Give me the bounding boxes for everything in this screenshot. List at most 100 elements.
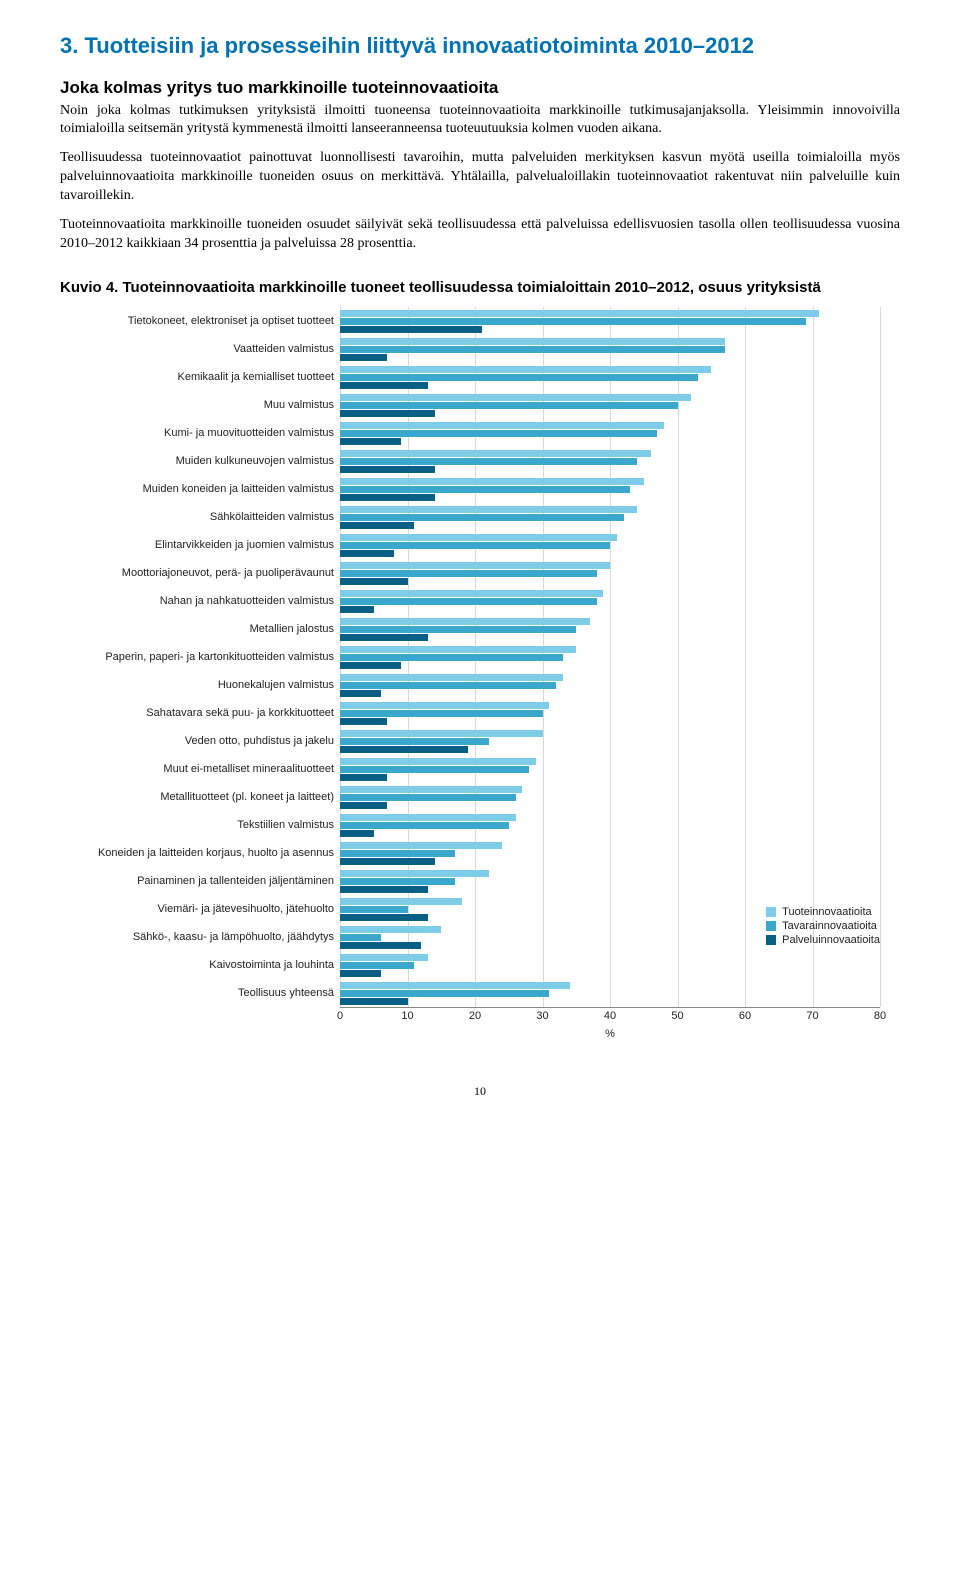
bar-group [340,503,880,531]
bar-group [340,643,880,671]
bar [340,466,435,473]
y-axis-label: Huonekalujen valmistus [60,671,340,699]
legend-item: Tuoteinnovaatioita [766,906,880,918]
bar-group [340,979,880,1007]
bar-group [340,755,880,783]
bar [340,534,617,541]
y-axis-label: Teollisuus yhteensä [60,979,340,1007]
section-title: 3. Tuotteisiin ja prosesseihin liittyvä … [60,32,900,60]
y-axis-label: Moottoriajoneuvot, perä- ja puoliperävau… [60,559,340,587]
y-axis-label: Veden otto, puhdistus ja jakelu [60,727,340,755]
bar [340,830,374,837]
bar [340,850,455,857]
bar [340,578,408,585]
bar [340,990,549,997]
bar [340,542,610,549]
y-axis-label: Nahan ja nahkatuotteiden valmistus [60,587,340,615]
bar [340,654,563,661]
bar [340,710,543,717]
bar [340,374,698,381]
bar [340,522,414,529]
bar-group [340,391,880,419]
bar-group [340,363,880,391]
paragraph-1: Noin joka kolmas tutkimuksen yrityksistä… [60,102,900,140]
bar [340,906,408,913]
bar-group [340,951,880,979]
y-axis-label: Viemäri- ja jätevesihuolto, jätehuolto [60,895,340,923]
bar-chart: Tietokoneet, elektroniset ja optiset tuo… [60,307,900,1048]
bar-group [340,699,880,727]
bar [340,766,529,773]
bar [340,450,651,457]
bar [340,690,381,697]
bar-group [340,587,880,615]
x-axis-tick: 0 [337,1010,343,1022]
x-axis-tick: 40 [604,1010,616,1022]
bar-group [340,671,880,699]
paragraph-3: Tuoteinnovaatioita markkinoille tuoneide… [60,216,900,254]
bar-group [340,867,880,895]
page-number: 10 [60,1084,900,1099]
y-axis-label: Vaatteiden valmistus [60,335,340,363]
legend-label: Tavarainnovaatioita [782,920,877,932]
bar [340,954,428,961]
bar [340,758,536,765]
bar [340,338,725,345]
legend-item: Tavarainnovaatioita [766,920,880,932]
x-axis-tick: 60 [739,1010,751,1022]
bar [340,550,394,557]
bar-group [340,615,880,643]
bar [340,702,549,709]
bar [340,514,624,521]
bar [340,682,556,689]
bar [340,746,468,753]
bar [340,786,522,793]
y-axis-label: Kemikaalit ja kemialliset tuotteet [60,363,340,391]
bar [340,430,657,437]
bar [340,934,381,941]
y-axis-label: Sähkö-, kaasu- ja lämpöhuolto, jäähdytys [60,923,340,951]
legend-label: Palveluinnovaatioita [782,934,880,946]
y-axis-label: Muiden kulkuneuvojen valmistus [60,447,340,475]
bar [340,366,711,373]
y-axis-label: Tietokoneet, elektroniset ja optiset tuo… [60,307,340,335]
bar [340,486,630,493]
y-axis-label: Kaivostoiminta ja louhinta [60,951,340,979]
bar-group [340,839,880,867]
bar-group [340,419,880,447]
y-axis-label: Kumi- ja muovituotteiden valmistus [60,419,340,447]
x-axis-tick: 70 [806,1010,818,1022]
y-axis-label: Metallituotteet (pl. koneet ja laitteet) [60,783,340,811]
bar [340,674,563,681]
bar [340,718,387,725]
bar [340,634,428,641]
bar [340,562,610,569]
x-axis-tick: 30 [536,1010,548,1022]
bar-group [340,727,880,755]
bar [340,570,597,577]
bar [340,998,408,1005]
bar [340,598,597,605]
bar [340,774,387,781]
bar [340,942,421,949]
legend-item: Palveluinnovaatioita [766,934,880,946]
bar [340,982,570,989]
y-axis-label: Elintarvikkeiden ja juomien valmistus [60,531,340,559]
bar-group [340,559,880,587]
bar [340,606,374,613]
figure-title: Kuvio 4. Tuoteinnovaatioita markkinoille… [60,278,900,298]
bar [340,730,543,737]
y-axis-label: Koneiden ja laitteiden korjaus, huolto j… [60,839,340,867]
bar-group [340,531,880,559]
bar [340,346,725,353]
legend: Tuoteinnovaatioita Tavarainnovaatioita Pal… [766,904,880,948]
bar [340,626,576,633]
paragraph-2: Teollisuudessa tuoteinnovaatiot painottu… [60,149,900,206]
x-axis-tick: 20 [469,1010,481,1022]
x-axis-tick: 10 [401,1010,413,1022]
bar [340,402,678,409]
bar [340,394,691,401]
x-axis-tick: 50 [671,1010,683,1022]
bar-group [340,811,880,839]
bar-group [340,307,880,335]
